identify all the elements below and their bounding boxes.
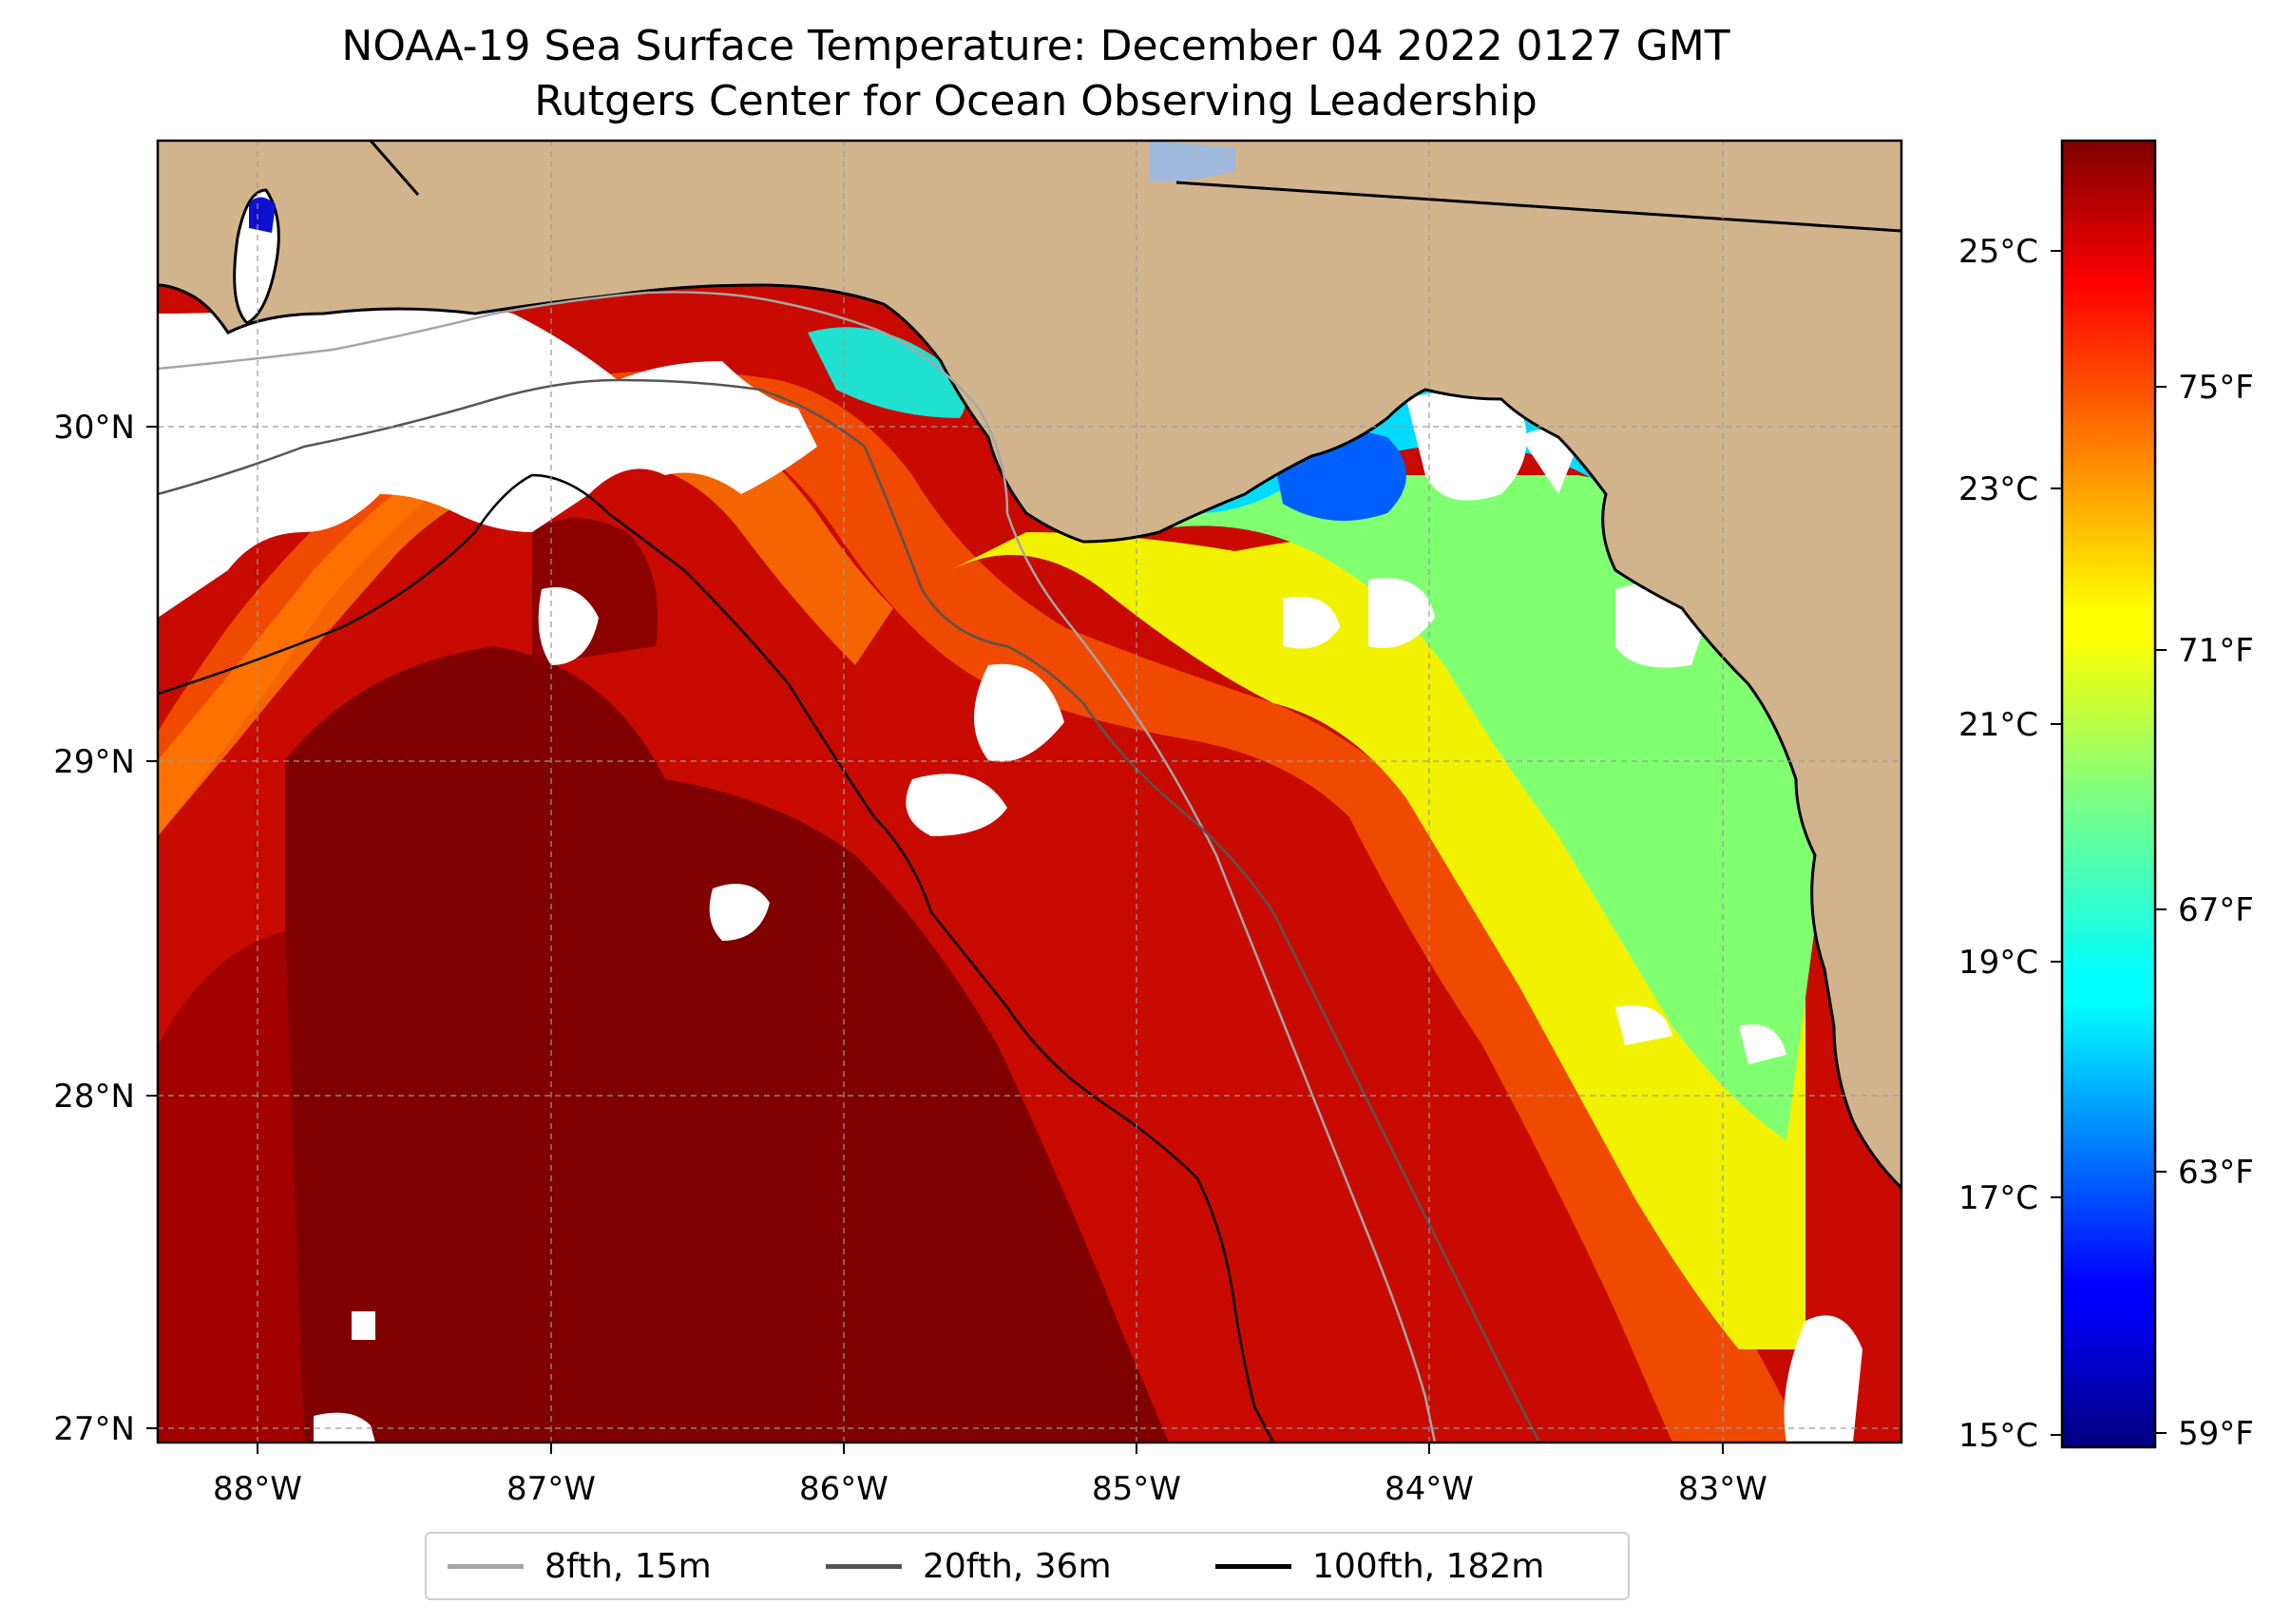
cyan-patch-west	[808, 327, 966, 418]
lon-label: 88°W	[213, 1470, 302, 1508]
lon-label: 86°W	[799, 1470, 888, 1508]
colorbar-celsius-label: 15°C	[1958, 1417, 2038, 1455]
cloud-patch-14	[352, 1311, 375, 1340]
lon-label: 85°W	[1092, 1470, 1181, 1508]
cloud-patch-4	[709, 884, 770, 941]
legend-label: 100fth, 182m	[1312, 1546, 1545, 1586]
warm-core-region	[285, 646, 1169, 1442]
cloud-patch-12	[1784, 1315, 1862, 1442]
axis-ticks	[146, 426, 1724, 1454]
colorbar-celsius-label: 23°C	[1958, 470, 2038, 508]
cloud-patch-6	[1368, 578, 1435, 648]
gridlines	[158, 141, 1901, 1442]
coastline	[158, 283, 1901, 1190]
colorbar-celsius-label: 17°C	[1958, 1179, 2038, 1217]
contour-20fth	[158, 378, 1541, 1442]
colorbar-fahrenheit-label: 63°F	[2178, 1154, 2254, 1192]
legend-swatch	[1215, 1563, 1291, 1569]
warm-west-band	[158, 931, 304, 1442]
chart-subtitle: Rutgers Center for Ocean Observing Leade…	[534, 77, 1538, 125]
lon-label: 84°W	[1385, 1470, 1474, 1508]
colorbar-fahrenheit-label: 75°F	[2178, 369, 2254, 407]
lat-label: 28°N	[53, 1078, 135, 1116]
contour-8fth	[158, 291, 1437, 1442]
colorbar-fahrenheit-label: 59°F	[2178, 1415, 2254, 1453]
colorbar	[2060, 139, 2157, 1449]
colorbar-celsius-label: 21°C	[1958, 706, 2038, 744]
lat-label: 29°N	[53, 743, 135, 781]
legend-item-100fth: 100fth, 182m	[1215, 1534, 1544, 1598]
cloud-patch-10	[1615, 1005, 1672, 1045]
map-frame	[156, 139, 1903, 1444]
cloud-patch-5	[1283, 597, 1340, 649]
legend-swatch	[826, 1563, 902, 1569]
cloud-patch-1	[538, 587, 599, 665]
lake	[1150, 141, 1235, 182]
cloud-patch-8	[1520, 430, 1577, 494]
contour-100fth	[158, 473, 1275, 1442]
legend-label: 8fth, 15m	[544, 1546, 712, 1586]
map-panel	[158, 141, 1901, 1442]
state-border	[1175, 181, 1901, 233]
legend-swatch	[448, 1563, 524, 1569]
legend-item-8fth: 8fth, 15m	[448, 1534, 712, 1598]
colorbar-fahrenheit-label: 71°F	[2178, 632, 2254, 670]
lat-label: 27°N	[53, 1410, 135, 1448]
contour-legend: 8fth, 15m 20fth, 36m 100fth, 182m	[425, 1532, 1630, 1600]
orange-shelf	[158, 401, 893, 836]
cloud-patch-2	[974, 663, 1064, 762]
lon-label: 83°W	[1678, 1470, 1767, 1508]
lat-label: 30°N	[53, 409, 135, 447]
cloud-patch-13	[314, 1412, 375, 1442]
legend-label: 20fth, 36m	[923, 1546, 1112, 1586]
legend-item-20fth: 20fth, 36m	[826, 1534, 1112, 1598]
cloud-patch-3	[906, 774, 1007, 836]
colorbar-celsius-label: 25°C	[1958, 233, 2038, 271]
colorbar-ticks	[2051, 250, 2167, 1436]
lon-label: 87°W	[506, 1470, 596, 1508]
cloud-patch-11	[1739, 1024, 1786, 1064]
mobile-bay-water	[249, 197, 276, 233]
cloud-patch-7	[1406, 392, 1527, 501]
land-mass	[158, 141, 1901, 1188]
chart-title: NOAA-19 Sea Surface Temperature: Decembe…	[341, 22, 1730, 70]
state-border-west	[369, 141, 420, 196]
colorbar-celsius-label: 19°C	[1958, 944, 2038, 982]
colorbar-fahrenheit-label: 67°F	[2178, 891, 2254, 929]
